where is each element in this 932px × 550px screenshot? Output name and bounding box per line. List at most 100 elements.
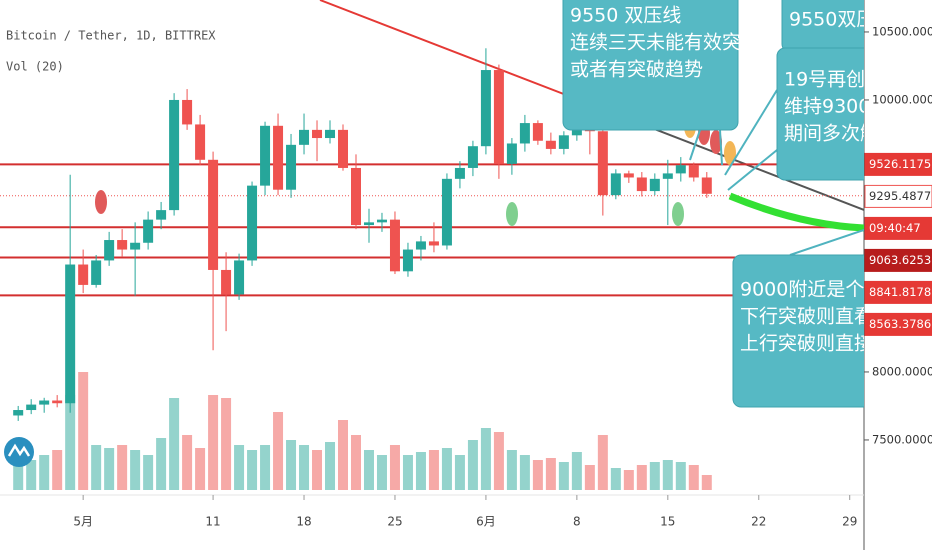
volume-bar [688, 465, 699, 490]
candle-body [104, 240, 115, 261]
annotation-text: 期间多次触 [784, 123, 879, 145]
volume-bar [182, 435, 193, 490]
volume-bar [415, 452, 426, 490]
candles [13, 48, 712, 421]
x-tick-label: 29 [842, 515, 857, 529]
x-tick-label: 6月 [476, 515, 496, 529]
volume-bar [389, 445, 400, 490]
x-tick-label: 25 [387, 515, 402, 529]
annotation-text: 19号再创近 [784, 69, 884, 91]
candle-body [234, 260, 245, 295]
price-line-label-bg [864, 248, 932, 272]
annotation-pointer [719, 129, 723, 166]
price-line-label: 9295.48775 [869, 189, 932, 203]
volume-bar [623, 470, 634, 490]
volume-bar [441, 448, 452, 490]
candle-body [130, 242, 141, 250]
candle-body [506, 143, 517, 164]
volume-bar [221, 398, 232, 490]
annotation-text: 9000附近是个关 [740, 279, 883, 301]
price-line-label-bg [864, 152, 932, 176]
candle-body [52, 400, 63, 404]
candle-body [428, 241, 439, 246]
candle-body [286, 144, 297, 190]
annotation-box [562, 0, 739, 131]
volume-bar [701, 475, 712, 490]
annotation-text: 维持9300一 [784, 96, 889, 118]
candle-body [454, 167, 465, 179]
candle-body [39, 400, 50, 405]
candle-body [597, 131, 608, 196]
price-line-label: 9063.62531 [869, 253, 932, 267]
candle-body [363, 222, 374, 226]
volume-bar [649, 462, 660, 490]
volume-bar [26, 460, 37, 490]
volume-bar [208, 395, 219, 490]
candle-body [350, 167, 361, 226]
x-tick-label: 11 [205, 515, 220, 529]
x-tick-label: 15 [660, 515, 675, 529]
volume-bar [350, 435, 361, 490]
candle-body [467, 146, 478, 168]
candle-body [260, 125, 271, 186]
candle-body [480, 70, 491, 147]
volume-bar [260, 445, 271, 490]
volume-bar [558, 462, 569, 490]
volume-bar [78, 372, 89, 490]
candle-body [221, 269, 232, 295]
volume-bar [662, 460, 673, 490]
candle-body [338, 129, 349, 168]
candle-body [65, 264, 76, 404]
volume-bar [519, 455, 530, 490]
candle-body [636, 177, 647, 192]
candle-body [493, 70, 504, 164]
volume-bar [402, 455, 413, 490]
volume-bar [493, 432, 504, 490]
volume-bar [65, 395, 76, 490]
annotation-box [776, 47, 864, 181]
countdown-label: 09:40:47 [869, 221, 921, 235]
price-line-label-bg [864, 280, 932, 304]
volume-bar [584, 465, 595, 490]
annotation-box [732, 254, 864, 408]
annotation-text: 下行突破则直看8 [740, 306, 885, 328]
volume-bar [338, 420, 349, 490]
candle-body [156, 210, 167, 220]
candle-body [143, 219, 154, 243]
price-line-label: 9526.11755 [869, 157, 932, 171]
price-line-label-bg [864, 184, 932, 208]
annotation-text: 连续三天未能有效突破 [570, 32, 760, 54]
candle-body [545, 140, 556, 149]
volume-bar [506, 450, 517, 490]
candle-body [273, 125, 284, 190]
volume-bar [325, 442, 336, 490]
volume-bar [273, 412, 284, 490]
annotation-pointer [727, 149, 778, 191]
volume-bar [454, 455, 465, 490]
volume-bar [143, 455, 154, 490]
x-tick-label: 5月 [73, 515, 93, 529]
annotation-pointer [789, 229, 864, 256]
candle-body [402, 249, 413, 272]
candle-body [299, 129, 310, 145]
candle-body [26, 404, 37, 411]
candle-body [117, 240, 128, 250]
volume-bar [39, 455, 50, 490]
candle-body [195, 124, 206, 160]
x-tick-label: 22 [751, 515, 766, 529]
logo [4, 437, 34, 467]
candle-body [182, 99, 193, 125]
candle-body [623, 173, 634, 178]
annotation-text: 9550双压线 [789, 9, 894, 31]
candle-body [208, 159, 219, 270]
volume-bar [156, 438, 167, 490]
annotation-text: 9550 双压线 [570, 5, 681, 27]
volume-bar [597, 435, 608, 490]
candle-body [169, 99, 180, 211]
volume-bar [104, 448, 115, 490]
x-tick-label: 18 [296, 515, 311, 529]
volume-bar [130, 450, 141, 490]
volume-bar [195, 448, 206, 490]
